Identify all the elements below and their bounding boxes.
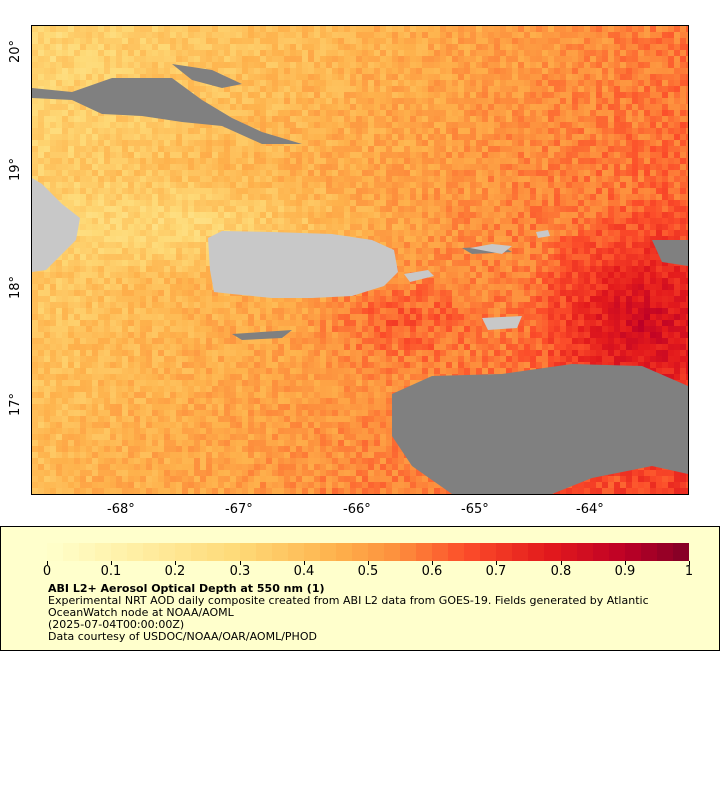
colorbar-tick <box>239 561 241 565</box>
colorbar-label: 0.8 <box>550 564 572 579</box>
virgin-islands-land <box>470 244 512 254</box>
colorbar-label: 0.9 <box>614 564 636 579</box>
colorbar-tick <box>368 561 369 565</box>
lat-tick-label: 17° <box>8 392 24 417</box>
colorbar-tick <box>496 561 498 565</box>
colorbar-swatch <box>303 543 320 561</box>
cloud-area <box>652 240 688 266</box>
colorbar-swatch <box>432 543 449 561</box>
lon-tick-label: -68° <box>107 502 135 517</box>
colorbar-swatch <box>63 543 80 561</box>
lat-tick-label: 19° <box>8 157 24 182</box>
colorbar-label: 0.5 <box>357 564 379 579</box>
st-croix-land <box>482 316 522 330</box>
colorbar-swatch <box>672 543 689 561</box>
lon-tick-label: -67° <box>225 502 253 517</box>
colorbar-swatch <box>512 543 529 561</box>
colorbar-tick <box>689 561 690 565</box>
colorbar-swatch <box>255 543 272 561</box>
colorbar-swatch <box>95 543 112 561</box>
cloud-area <box>532 370 612 396</box>
colorbar-swatch <box>111 543 128 561</box>
colorbar-label: 0.1 <box>100 564 122 579</box>
colorbar-tick <box>624 561 626 565</box>
virgin-islands-land <box>536 230 550 238</box>
colorbar-swatch <box>191 543 208 561</box>
colorbar-swatch <box>239 543 256 561</box>
vieques-land <box>404 270 434 282</box>
colorbar-swatch <box>576 543 593 561</box>
colorbar-label: 0.3 <box>229 564 251 579</box>
colorbar-swatch <box>127 543 144 561</box>
colorbar-label: 0.2 <box>164 564 186 579</box>
colorbar-swatch <box>496 543 513 561</box>
colorbar-label: 0 <box>42 564 52 579</box>
cloud-area <box>232 330 292 340</box>
legend-time: (2025-07-04T00:00:00Z) <box>48 618 185 631</box>
lon-tick-label: -65° <box>461 502 489 517</box>
lat-tick-label: 20° <box>8 39 24 64</box>
colorbar-tick <box>560 561 562 565</box>
colorbar-swatch <box>287 543 304 561</box>
lat-tick-label: 18° <box>8 275 24 300</box>
legend-title: ABI L2+ Aerosol Optical Depth at 550 nm … <box>48 582 325 595</box>
colorbar-swatch <box>592 543 609 561</box>
colorbar-swatch <box>416 543 433 561</box>
colorbar-tick <box>432 561 434 565</box>
colorbar-swatch <box>464 543 481 561</box>
colorbar-swatch <box>143 543 160 561</box>
aod-map <box>31 25 689 495</box>
puerto-rico-land <box>208 231 398 298</box>
colorbar-tick <box>111 561 113 565</box>
cloud-area <box>32 78 302 144</box>
colorbar-swatch <box>624 543 641 561</box>
colorbar <box>47 543 689 561</box>
colorbar-swatch <box>367 543 384 561</box>
colorbar-swatch <box>175 543 192 561</box>
colorbar-label: 0.4 <box>293 564 315 579</box>
aod-field <box>32 26 688 494</box>
colorbar-label: 0.7 <box>485 564 507 579</box>
colorbar-tick <box>47 561 48 565</box>
colorbar-swatch <box>271 543 288 561</box>
cloud-area <box>172 64 242 88</box>
colorbar-swatch <box>383 543 401 561</box>
colorbar-tick <box>303 561 305 565</box>
colorbar-label: 0.6 <box>421 564 443 579</box>
colorbar-swatch <box>79 543 96 561</box>
colorbar-swatch <box>319 543 336 561</box>
colorbar-swatch <box>640 543 657 561</box>
colorbar-swatch <box>335 543 352 561</box>
cloud-area <box>412 406 512 456</box>
colorbar-swatch <box>207 543 224 561</box>
colorbar-swatch <box>544 543 561 561</box>
colorbar-swatch <box>560 543 577 561</box>
lon-tick-label: -66° <box>343 502 371 517</box>
colorbar-tick <box>175 561 177 565</box>
colorbar-swatch <box>528 543 545 561</box>
legend-text: ABI L2+ Aerosol Optical Depth at 550 nm … <box>48 583 688 643</box>
legend-credit: Data courtesy of USDOC/NOAA/OAR/AOML/PHO… <box>48 630 317 643</box>
colorbar-swatch <box>448 543 465 561</box>
colorbar-swatch <box>223 543 240 561</box>
lon-tick-label: -64° <box>576 502 604 517</box>
colorbar-swatch <box>656 543 673 561</box>
colorbar-swatch <box>47 543 64 561</box>
colorbar-swatch <box>480 543 497 561</box>
colorbar-swatch <box>608 543 625 561</box>
hispaniola-land <box>32 178 80 272</box>
colorbar-label: 1 <box>684 564 694 579</box>
colorbar-swatch <box>400 543 417 561</box>
colorbar-swatch <box>159 543 176 561</box>
legend-description: Experimental NRT AOD daily composite cre… <box>48 594 649 619</box>
cloud-area <box>392 364 688 494</box>
colorbar-swatch <box>351 543 368 561</box>
